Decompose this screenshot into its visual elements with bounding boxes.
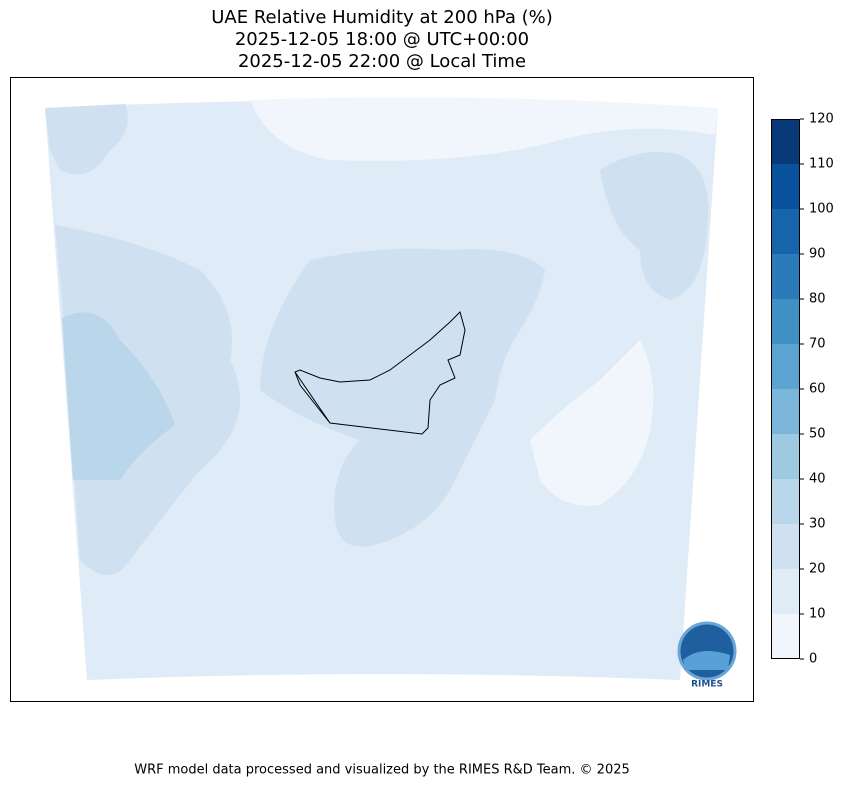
footer: WRF model data processed and visualized … (134, 763, 630, 778)
field-region (45, 104, 128, 175)
field-region (250, 97, 718, 161)
field-region (260, 248, 545, 547)
colorbar-tick-label: 30 (809, 517, 826, 532)
colorbar-segment (771, 344, 800, 389)
colorbar-tick-label: 90 (809, 247, 826, 262)
colorbar-segment (771, 614, 800, 659)
colorbar-segment (771, 389, 800, 434)
colorbar-frame (771, 119, 800, 659)
colorbar-tick-label: 10 (809, 607, 826, 622)
field-region (530, 340, 654, 506)
colorbar-tick-label: 100 (809, 202, 834, 217)
colorbar-tick-label: 80 (809, 292, 826, 307)
field-region (62, 312, 175, 480)
colorbar: 0 10 20 30 40 50 60 70 80 90 100 110 120 (771, 112, 834, 667)
colorbar-tick-label: 60 (809, 382, 826, 397)
colorbar-segment (771, 254, 800, 299)
colorbar-tick-label: 120 (809, 112, 834, 127)
colorbar-segment (771, 479, 800, 524)
colorbar-segment (771, 119, 800, 164)
field-region (600, 152, 709, 300)
colorbar-tick-label: 20 (809, 562, 826, 577)
logo-badge (677, 621, 737, 681)
colorbar-segment (771, 434, 800, 479)
colorbar-tick-label: 70 (809, 337, 826, 352)
colorbar-segment (771, 569, 800, 614)
colorbar-segment (771, 524, 800, 569)
title-line: 2025-12-05 22:00 @ Local Time (238, 51, 526, 72)
colorbar-tick-label: 110 (809, 157, 834, 172)
logo-text: RIMES (691, 680, 723, 690)
colorbar-tick-label: 40 (809, 472, 826, 487)
country-border (294, 311, 466, 435)
title-line: UAE Relative Humidity at 200 hPa (%) (211, 7, 552, 28)
colorbar-segment (771, 299, 800, 344)
logo-wave (683, 651, 730, 670)
colorbar-tick-label: 50 (809, 427, 826, 442)
map: RIMES (10, 77, 754, 702)
colorbar-tick-label: 0 (809, 652, 817, 667)
logo: RIMES (677, 621, 737, 690)
title-line: 2025-12-05 18:00 @ UTC+00:00 (235, 29, 529, 50)
colorbar-segment (771, 164, 800, 209)
colorbar-segment (771, 209, 800, 254)
